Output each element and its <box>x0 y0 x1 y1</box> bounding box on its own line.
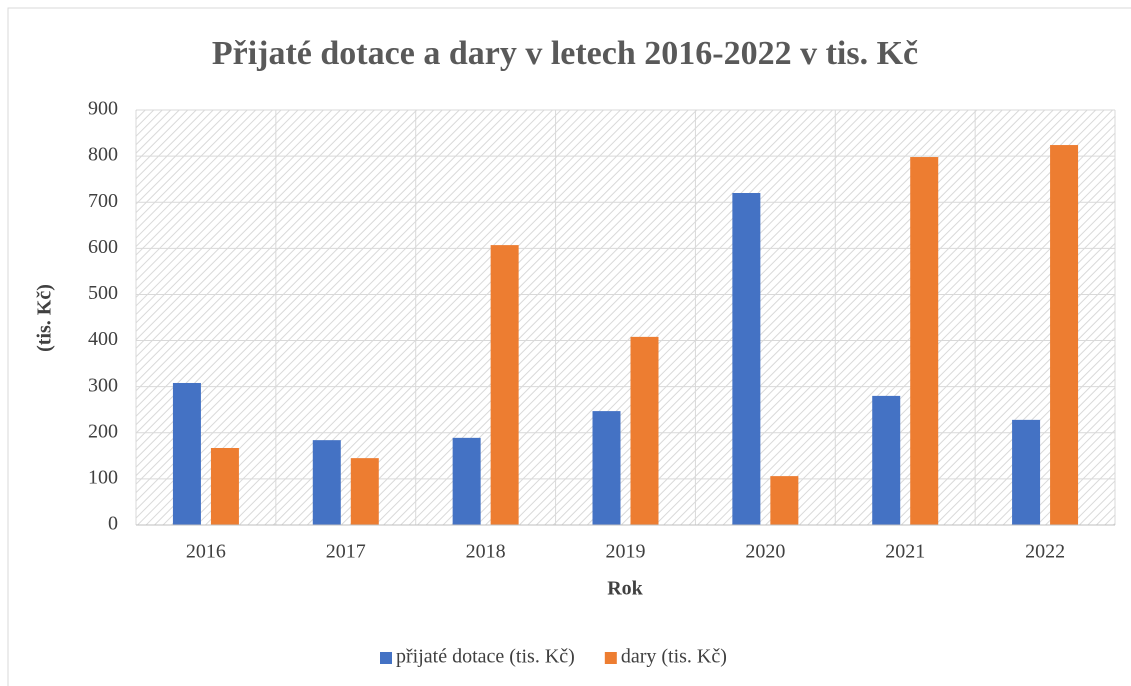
x-tick-label: 2017 <box>326 541 366 563</box>
y-tick-label: 600 <box>88 236 118 258</box>
x-tick-label: 2022 <box>1025 541 1065 563</box>
x-axis-label: Rok <box>607 578 643 600</box>
bar <box>350 458 379 525</box>
x-tick-label: 2016 <box>186 541 226 563</box>
chart-border <box>7 7 1131 686</box>
bar <box>1012 419 1041 525</box>
y-tick-label: 900 <box>88 98 118 120</box>
bar <box>490 245 519 525</box>
y-tick-label: 500 <box>88 282 118 304</box>
legend-swatch <box>380 652 392 664</box>
legend-label: přijaté dotace (tis. Kč) <box>396 646 575 668</box>
bar <box>172 382 201 525</box>
bar <box>452 437 481 525</box>
legend-label: dary (tis. Kč) <box>621 646 727 668</box>
y-axis-label: (tis. Kč) <box>34 284 56 352</box>
bar <box>1050 145 1079 526</box>
x-tick-label: 2018 <box>466 541 506 563</box>
y-tick-label: 700 <box>88 190 118 212</box>
bar <box>210 447 239 525</box>
y-tick-label: 800 <box>88 144 118 166</box>
x-tick-label: 2020 <box>745 541 785 563</box>
bar <box>770 476 799 525</box>
chart-title: Přijaté dotace a dary v letech 2016-2022… <box>212 35 918 72</box>
bar <box>630 336 659 525</box>
legend-swatch <box>604 652 617 664</box>
y-tick-label: 200 <box>88 420 118 442</box>
x-tick-label: 2021 <box>885 541 925 563</box>
plot-area <box>136 110 1115 525</box>
y-tick-label: 400 <box>88 328 118 350</box>
bar <box>872 395 901 525</box>
x-tick-label: 2019 <box>606 541 646 563</box>
y-tick-label: 0 <box>108 513 118 535</box>
bar <box>592 411 621 525</box>
bar <box>732 193 761 525</box>
bar <box>910 157 939 526</box>
bar <box>312 440 341 525</box>
y-tick-label: 300 <box>88 374 118 396</box>
y-tick-label: 100 <box>88 466 118 488</box>
